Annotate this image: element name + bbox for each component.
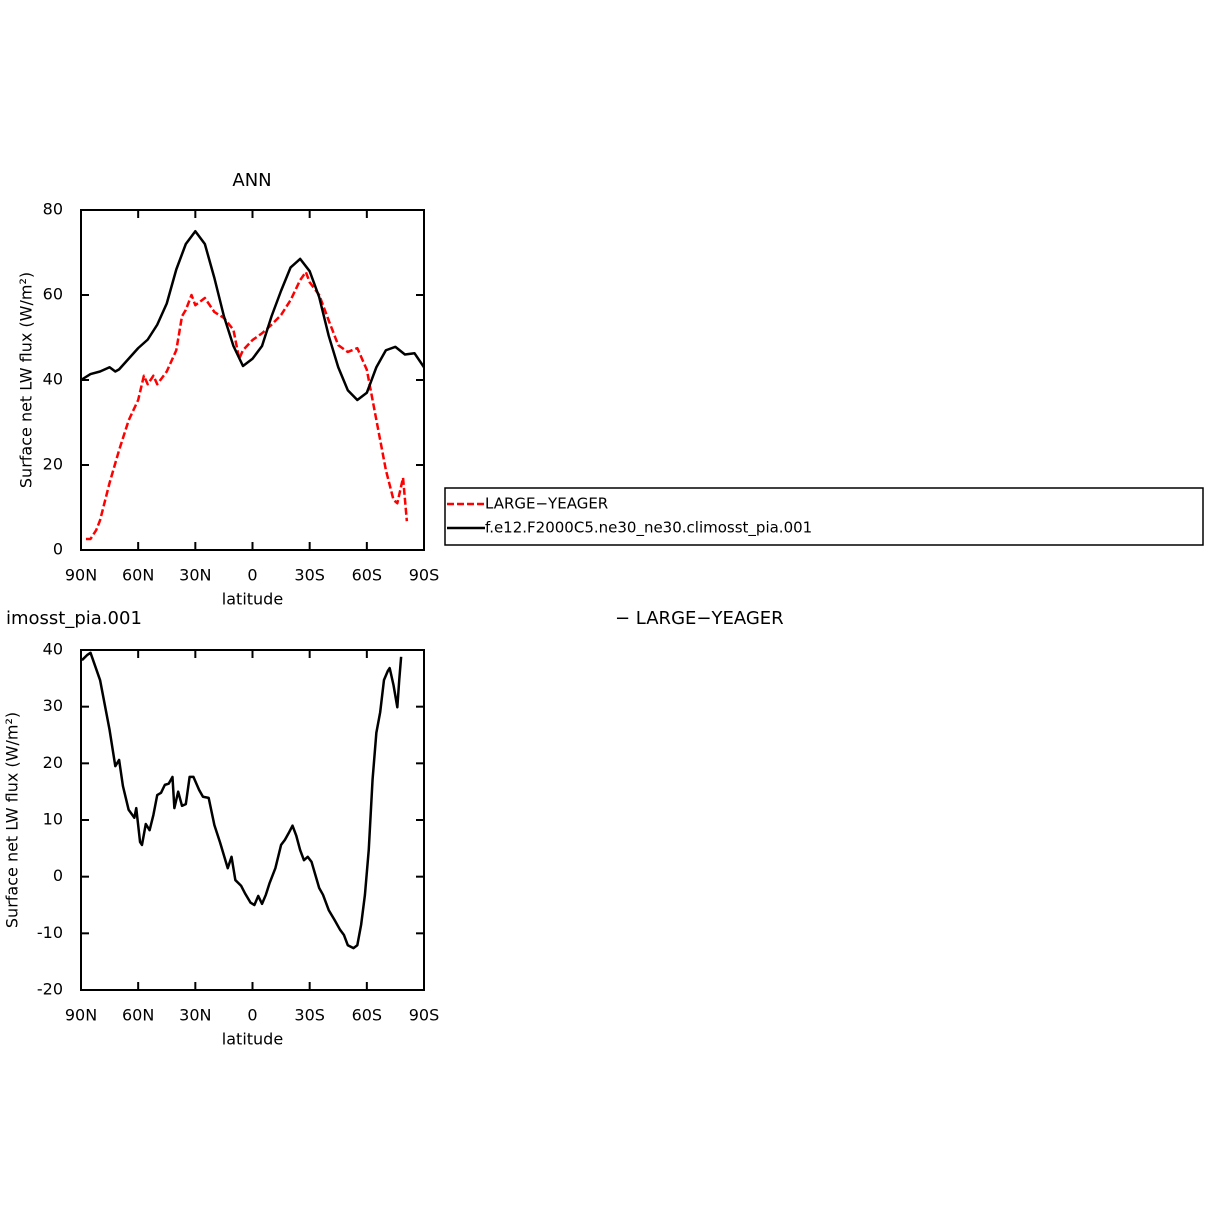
x-tick-label: 90N	[65, 1006, 97, 1025]
data-line	[81, 651, 403, 950]
y-tick-label: 30	[43, 696, 63, 715]
chart-title: imosst_pia.001	[6, 608, 142, 629]
chart-title: ANN	[232, 170, 271, 191]
data-line	[85, 270, 409, 541]
x-tick-label: 30S	[294, 1006, 325, 1025]
y-tick-label: 0	[53, 540, 63, 559]
y-axis-label: Surface net LW flux (W/m²)	[17, 272, 36, 488]
x-tick-label: 30S	[294, 566, 325, 585]
x-tick-label: 30N	[179, 566, 211, 585]
y-tick-label: -20	[37, 980, 63, 999]
annotation: − LARGE−YEAGER	[615, 608, 784, 629]
x-tick-label: 60S	[352, 1006, 383, 1025]
y-tick-label: 80	[43, 200, 63, 219]
legend-label: LARGE−YEAGER	[485, 495, 608, 513]
y-tick-label: 40	[43, 640, 63, 659]
data-line	[80, 230, 426, 402]
x-tick-label: 90N	[65, 566, 97, 585]
y-tick-label: 40	[43, 370, 63, 389]
y-tick-label: -10	[37, 923, 63, 942]
x-tick-label: 60S	[352, 566, 383, 585]
x-axis-label: latitude	[222, 1030, 283, 1049]
x-axis-label: latitude	[222, 590, 283, 609]
y-tick-label: 0	[53, 866, 63, 885]
y-axis-label: Surface net LW flux (W/m²)	[3, 712, 22, 928]
y-tick-label: 10	[43, 810, 63, 829]
x-tick-label: 0	[247, 1006, 257, 1025]
y-tick-label: 20	[43, 753, 63, 772]
y-tick-label: 20	[43, 455, 63, 474]
x-tick-label: 0	[247, 566, 257, 585]
x-tick-label: 30N	[179, 1006, 211, 1025]
y-tick-label: 60	[43, 285, 63, 304]
plot-frame	[80, 649, 425, 991]
plot-frame	[80, 209, 425, 551]
legend-box	[444, 487, 1204, 546]
x-tick-label: 90S	[409, 566, 440, 585]
legend-label: f.e12.F2000C5.ne30_ne30.climosst_pia.001	[485, 519, 812, 538]
x-tick-label: 60N	[122, 566, 154, 585]
x-tick-label: 60N	[122, 1006, 154, 1025]
x-tick-label: 90S	[409, 1006, 440, 1025]
